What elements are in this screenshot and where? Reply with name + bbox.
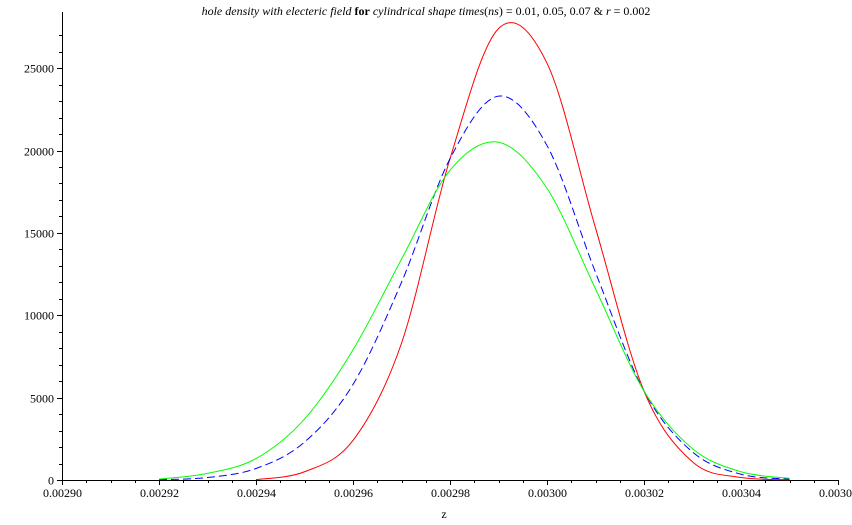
series-line-1 (255, 22, 790, 481)
x-tick-label: 0.00304 (722, 486, 761, 500)
title-part-3: ( (484, 4, 488, 18)
x-tick-label: 0.00294 (237, 486, 276, 500)
x-tick-label: 0.00300 (528, 486, 567, 500)
title-part-6: r (606, 4, 611, 18)
x-tick-label: 0.00296 (334, 486, 373, 500)
y-tick-label: 25000 (24, 62, 54, 76)
x-tick-label: 0.00298 (431, 486, 470, 500)
chart-title: hole density with electeric field for cy… (202, 4, 651, 18)
y-tick-label: 20000 (24, 145, 54, 159)
y-tick-label: 15000 (24, 227, 54, 241)
title-part-4: ns (488, 4, 499, 18)
x-tick-label: 0.00290 (43, 486, 82, 500)
y-tick-label: 10000 (24, 309, 54, 323)
series-line-3 (158, 141, 790, 480)
title-part-2: cylindrical shape times (370, 4, 485, 18)
x-tick-label: 0.00292 (140, 486, 179, 500)
series-layer (158, 22, 790, 481)
y-axis: 0 5000 10000 15000 20000 25000 (24, 12, 63, 488)
series-line-2 (158, 95, 790, 481)
x-tick-label: 0.00302 (625, 486, 664, 500)
title-part-7: = 0.002 (611, 4, 651, 18)
title-part-5: ) = 0.01, 0.05, 0.07 & (499, 4, 606, 18)
y-tick-label: 0 (48, 474, 54, 488)
x-axis: 0.00290 0.00292 0.00294 0.00296 0.00298 0.003… (43, 480, 852, 500)
title-part-0: hole density with electeric field (202, 4, 355, 18)
x-axis-label: z (441, 507, 446, 521)
y-tick-label: 5000 (30, 392, 54, 406)
title-part-1: for (355, 4, 371, 18)
x-tick-label: 0.00306 (819, 486, 852, 500)
